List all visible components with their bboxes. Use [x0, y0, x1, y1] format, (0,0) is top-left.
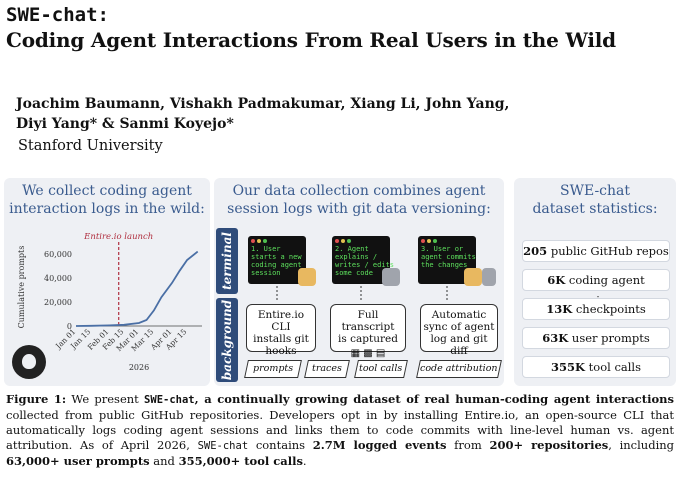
terminal-tab: terminal	[216, 228, 238, 294]
stat-checkpoints-value: 13K	[546, 302, 573, 316]
author-list: Joachim Baumann, Vishakh Padmakumar, Xia…	[16, 94, 509, 134]
robot-agent-icon	[482, 268, 496, 286]
caption-text: , including	[608, 438, 675, 452]
stat-repos-value: 205	[523, 244, 548, 258]
right-heading-line-1: SWE-chat	[559, 183, 631, 199]
caption-bold-text: 200+ repositories	[489, 438, 609, 452]
background-box-sync: Automatic sync of agent log and git diff	[420, 304, 498, 357]
terminal-step-2: 2. Agent explains / writes / edits some …	[332, 236, 395, 284]
caption-prefix: Figure 1:	[6, 392, 67, 406]
terminal-tab-label: terminal	[220, 232, 234, 290]
terminal-step-1: 1. User starts a new coding agent sessio…	[248, 236, 306, 284]
chart-series-line	[75, 250, 199, 327]
bg-box-1-line-2: installs git	[253, 333, 309, 345]
right-heading-line-2: dataset statistics:	[532, 201, 658, 217]
caption-code: SWE-chat	[144, 394, 195, 406]
middle-panel-heading: Our data collection combines agent sessi…	[214, 182, 504, 218]
right-panel-heading: SWE-chat dataset statistics:	[514, 182, 676, 218]
bg-box-3-line-3: log and git diff	[430, 333, 488, 357]
terminal-step-3-text: 3. User or agent commits the changes	[421, 245, 476, 269]
file-icons: ▦ ▩ ▤	[350, 348, 386, 359]
user-avatar-icon	[464, 268, 482, 286]
paper-code-name: SWE-chat:	[6, 4, 109, 26]
caption-bold-text: 355,000+ tool calls	[178, 454, 303, 468]
terminal-step-1-text: 1. User starts a new coding agent sessio…	[251, 245, 302, 277]
stat-sessions-value: 6K	[547, 273, 566, 287]
chart-annotation: Entire.io launch	[83, 232, 153, 242]
caption-bold-text: 2.7M logged events	[312, 438, 447, 452]
background-tab-label: background	[220, 299, 234, 381]
figure-caption: Figure 1: We present SWE-chat, a continu…	[6, 392, 674, 469]
stat-tool-calls: 355K tool calls	[522, 356, 670, 378]
tag-traces: traces	[304, 360, 350, 378]
left-heading-line-1: We collect coding agent	[22, 183, 192, 199]
bg-box-2-line-1: Full transcript	[341, 309, 395, 333]
tag-prompts-label: prompts	[252, 363, 294, 374]
caption-text: from	[446, 438, 490, 452]
tag-code-attribution-label: code attribution	[420, 363, 498, 374]
left-heading-line-2: interaction logs in the wild:	[9, 201, 205, 217]
tag-tool-calls: tool calls	[354, 360, 408, 378]
chart-y-tick-label: 0	[67, 322, 72, 331]
caption-text: We present	[66, 392, 145, 406]
author-line-1: Joachim Baumann, Vishakh Padmakumar, Xia…	[16, 96, 510, 112]
tag-traces-label: traces	[312, 363, 342, 374]
stat-prompts-value: 63K	[542, 331, 569, 345]
user-avatar-icon	[298, 268, 316, 286]
background-tab: background	[216, 298, 238, 382]
stat-prompts-label: user prompts	[571, 331, 650, 345]
stat-prompts: 63K user prompts	[522, 327, 670, 349]
terminal-step-2-text: 2. Agent explains / writes / edits some …	[335, 245, 395, 277]
left-panel-heading: We collect coding agent interaction logs…	[4, 182, 210, 218]
stat-repos-label: public GitHub repos	[550, 244, 669, 258]
stat-tool-calls-label: tool calls	[588, 360, 642, 374]
tag-tool-calls-label: tool calls	[359, 363, 403, 374]
middle-heading-line-1: Our data collection combines agent	[232, 183, 486, 199]
github-icon	[12, 345, 46, 379]
author-line-2: Diyi Yang* & Sanmi Koyejo*	[16, 116, 234, 132]
background-box-cli: Entire.io CLI installs git hooks	[246, 304, 316, 357]
stat-checkpoints: 13K checkpoints	[522, 298, 670, 320]
stat-repos: 205 public GitHub repos	[522, 240, 670, 262]
caption-text: collected from public GitHub repositorie…	[6, 408, 674, 452]
caption-code: SWE-chat	[197, 440, 249, 452]
bg-box-1-line-3: hooks	[265, 345, 297, 357]
flow-arrows	[276, 286, 448, 302]
middle-heading-line-2: session logs with git data versioning:	[227, 201, 491, 217]
chart-y-tick-label: 60,000	[44, 250, 72, 259]
bg-box-3-line-2: sync of agent	[423, 321, 495, 333]
caption-bold-text: , a continually growing dataset of real …	[194, 392, 674, 406]
bg-box-1-line-1: Entire.io CLI	[257, 309, 305, 333]
caption-text: contains	[248, 438, 313, 452]
tag-code-attribution: code attribution	[416, 360, 502, 378]
affiliation: Stanford University	[18, 138, 163, 154]
stat-checkpoints-label: checkpoints	[575, 302, 646, 316]
chart-y-tick-label: 40,000	[44, 274, 72, 283]
bg-box-2-line-2: is captured	[338, 333, 398, 345]
tag-prompts: prompts	[244, 360, 302, 378]
caption-bold-text: 63,000+ user prompts	[6, 454, 150, 468]
background-box-transcript: Full transcript is captured ▦ ▩ ▤	[330, 304, 406, 359]
chart-y-axis-label: Cumulative prompts	[17, 246, 26, 329]
paper-title: Coding Agent Interactions From Real User…	[6, 28, 616, 52]
robot-agent-icon	[382, 268, 400, 286]
caption-text: .	[302, 454, 307, 468]
stat-sessions: 6K coding agent sessions	[522, 269, 670, 307]
caption-text: and	[149, 454, 179, 468]
bg-box-3-line-1: Automatic	[431, 309, 487, 321]
stat-tool-calls-value: 355K	[550, 360, 585, 374]
chart-x-axis-label: 2026	[129, 363, 149, 372]
chart-y-tick-label: 20,000	[44, 298, 72, 307]
